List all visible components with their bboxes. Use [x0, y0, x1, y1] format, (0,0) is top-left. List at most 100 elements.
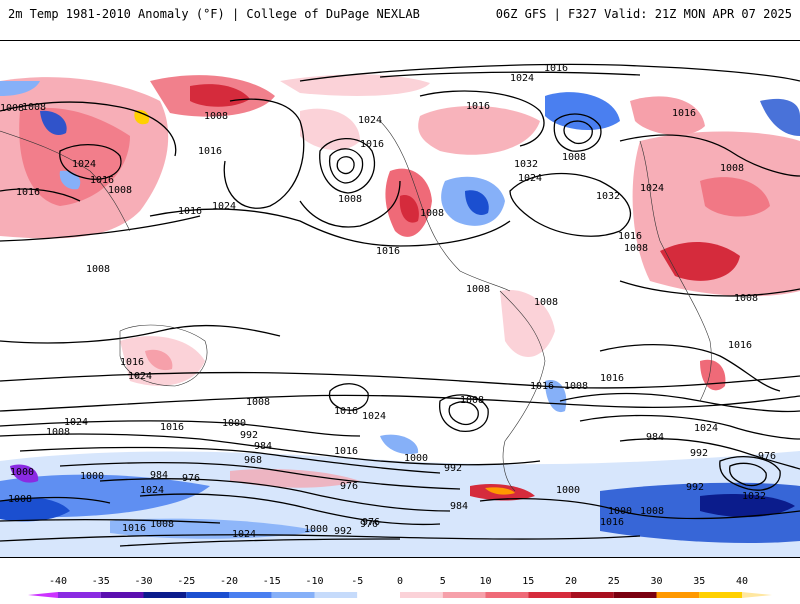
anomaly-map[interactable]: 1016 1024 1008 1008 1016 1024 1016 1008 … — [0, 40, 800, 558]
isobar-label: 1016 — [544, 63, 568, 74]
colorbar-min-arrow — [28, 592, 58, 598]
isobar-label: 1016 — [376, 246, 400, 257]
isobar-label: 1016 — [90, 175, 114, 186]
isobar-label: 1016 — [360, 139, 384, 150]
isobar-label: 1016 — [728, 340, 752, 351]
isobar-label: 1008 — [562, 152, 586, 163]
colorbar-tick-label: 30 — [650, 576, 662, 587]
isobar-label: 976 — [362, 517, 380, 528]
anomaly-colorbar: -40 -35 -30 -25 -20 -15 -10 -5 0 5 10 15 20 25 30 35 40 — [0, 570, 800, 600]
isobar-label: 1008 — [466, 284, 490, 295]
isobar-label: 1016 — [16, 187, 40, 198]
isobar-label: 1016 — [466, 101, 490, 112]
colorbar-tick-label: 10 — [479, 576, 491, 587]
isobar-labels: 1016 1024 1008 1008 1016 1024 1016 1008 … — [0, 63, 776, 540]
isobar-label: 1024 — [72, 159, 96, 170]
isobar-label: 1008 — [108, 185, 132, 196]
coastlines — [0, 120, 712, 492]
isobar-label: 1000 — [222, 418, 246, 429]
colorbar-tick-label: 25 — [608, 576, 620, 587]
isobar-label: 1008 — [150, 519, 174, 530]
colorbar-segment — [100, 592, 144, 598]
isobar-label: 1008 — [204, 111, 228, 122]
isobar-label: 992 — [334, 526, 352, 537]
colorbar-tick-label: -5 — [351, 576, 363, 587]
colorbar-segment — [656, 592, 700, 598]
colorbar-tick-label: -15 — [263, 576, 281, 587]
colorbar-segment — [271, 592, 315, 598]
colorbar-segment — [186, 592, 229, 598]
colorbar-segment — [357, 592, 400, 598]
isobar-label: 976 — [182, 473, 200, 484]
colorbar-tick-label: -35 — [92, 576, 110, 587]
colorbar-segment — [314, 592, 358, 598]
isobar-label: 1016 — [122, 523, 146, 534]
isobar-label: 1008 — [460, 395, 484, 406]
isobar-label: 1024 — [232, 529, 256, 540]
colorbar-tick-label: -40 — [49, 576, 67, 587]
colorbar-segment — [229, 592, 272, 598]
isobar-label: 1000 — [404, 453, 428, 464]
isobar-label: 1008 — [640, 506, 664, 517]
isobar-label: 1016 — [618, 231, 642, 242]
colorbar-tick-label: 15 — [522, 576, 534, 587]
isobar-label: 1008 — [534, 297, 558, 308]
model-run-info: 06Z GFS | F327 Valid: 21Z MON APR 07 202… — [495, 7, 792, 21]
isobar-label: 1008 — [46, 427, 70, 438]
colorbar-canvas: -40 -35 -30 -25 -20 -15 -10 -5 0 5 10 15 20 25 30 35 40 — [28, 576, 772, 598]
isobar-label: 1016 — [178, 206, 202, 217]
isobar-label: 1000 — [608, 506, 632, 517]
isobar-label: 1024 — [140, 485, 164, 496]
isobar-label: 984 — [646, 432, 664, 443]
isobar-label: 984 — [254, 441, 272, 452]
colorbar-segment — [58, 592, 101, 598]
colorbar-segment — [442, 592, 486, 598]
colorbar-segment — [528, 592, 571, 598]
isobar-label: 968 — [244, 455, 262, 466]
colorbar-segment — [699, 592, 742, 598]
colorbar-tick-label: -10 — [305, 576, 323, 587]
isobar-label: 976 — [360, 519, 378, 530]
isobar-label: 1024 — [694, 423, 718, 434]
colorbar-tick-label: -30 — [134, 576, 152, 587]
isobar-label: 984 — [450, 501, 468, 512]
isobar-label: 992 — [686, 482, 704, 493]
isobar-label: 1016 — [600, 373, 624, 384]
isobar-label: 1008 — [8, 494, 32, 505]
isobar-label: 984 — [150, 470, 168, 481]
colorbar-segment — [485, 592, 529, 598]
isobar-label: 1024 — [212, 201, 236, 212]
isobar-label: 1000 — [556, 485, 580, 496]
header: 2m Temp 1981-2010 Anomaly (°F) | College… — [0, 0, 800, 30]
colorbar-tick-label: -25 — [177, 576, 195, 587]
colorbar-max-arrow — [742, 592, 772, 598]
isobar-label: 1024 — [64, 417, 88, 428]
isobar-label: 1024 — [640, 183, 664, 194]
isobar-label: 1016 — [198, 146, 222, 157]
isobar-label: 1016 — [600, 517, 624, 528]
isobar-label: 1008 — [734, 293, 758, 304]
map-canvas: 1016 1024 1008 1008 1016 1024 1016 1008 … — [0, 41, 800, 557]
isobar-label: 1016 — [672, 108, 696, 119]
anomaly-shading — [0, 74, 800, 557]
isobar-label: 1032 — [742, 491, 766, 502]
colorbar-segment — [143, 592, 187, 598]
colorbar-tick-label: 20 — [565, 576, 577, 587]
isobar-label: 992 — [690, 448, 708, 459]
colorbar-segment — [571, 592, 614, 598]
isobar-label: 1008 — [420, 208, 444, 219]
isobar-label: 1008 — [720, 163, 744, 174]
colorbar-tick-label: 5 — [440, 576, 446, 587]
colorbar-tick-label: -20 — [220, 576, 238, 587]
isobar-label: 1000 — [10, 467, 34, 478]
isobar-label: 1024 — [518, 173, 542, 184]
isobar-label: 1024 — [362, 411, 386, 422]
isobar-label: 1016 — [334, 406, 358, 417]
isobar-label: 1000 — [304, 524, 328, 535]
isobar-label: 976 — [340, 481, 358, 492]
isobar-label: 1016 — [530, 381, 554, 392]
isobar-label: 992 — [240, 430, 258, 441]
map-title: 2m Temp 1981-2010 Anomaly (°F) | College… — [8, 7, 420, 21]
isobar-label: 1008 — [624, 243, 648, 254]
isobar-label: 1008 — [338, 194, 362, 205]
